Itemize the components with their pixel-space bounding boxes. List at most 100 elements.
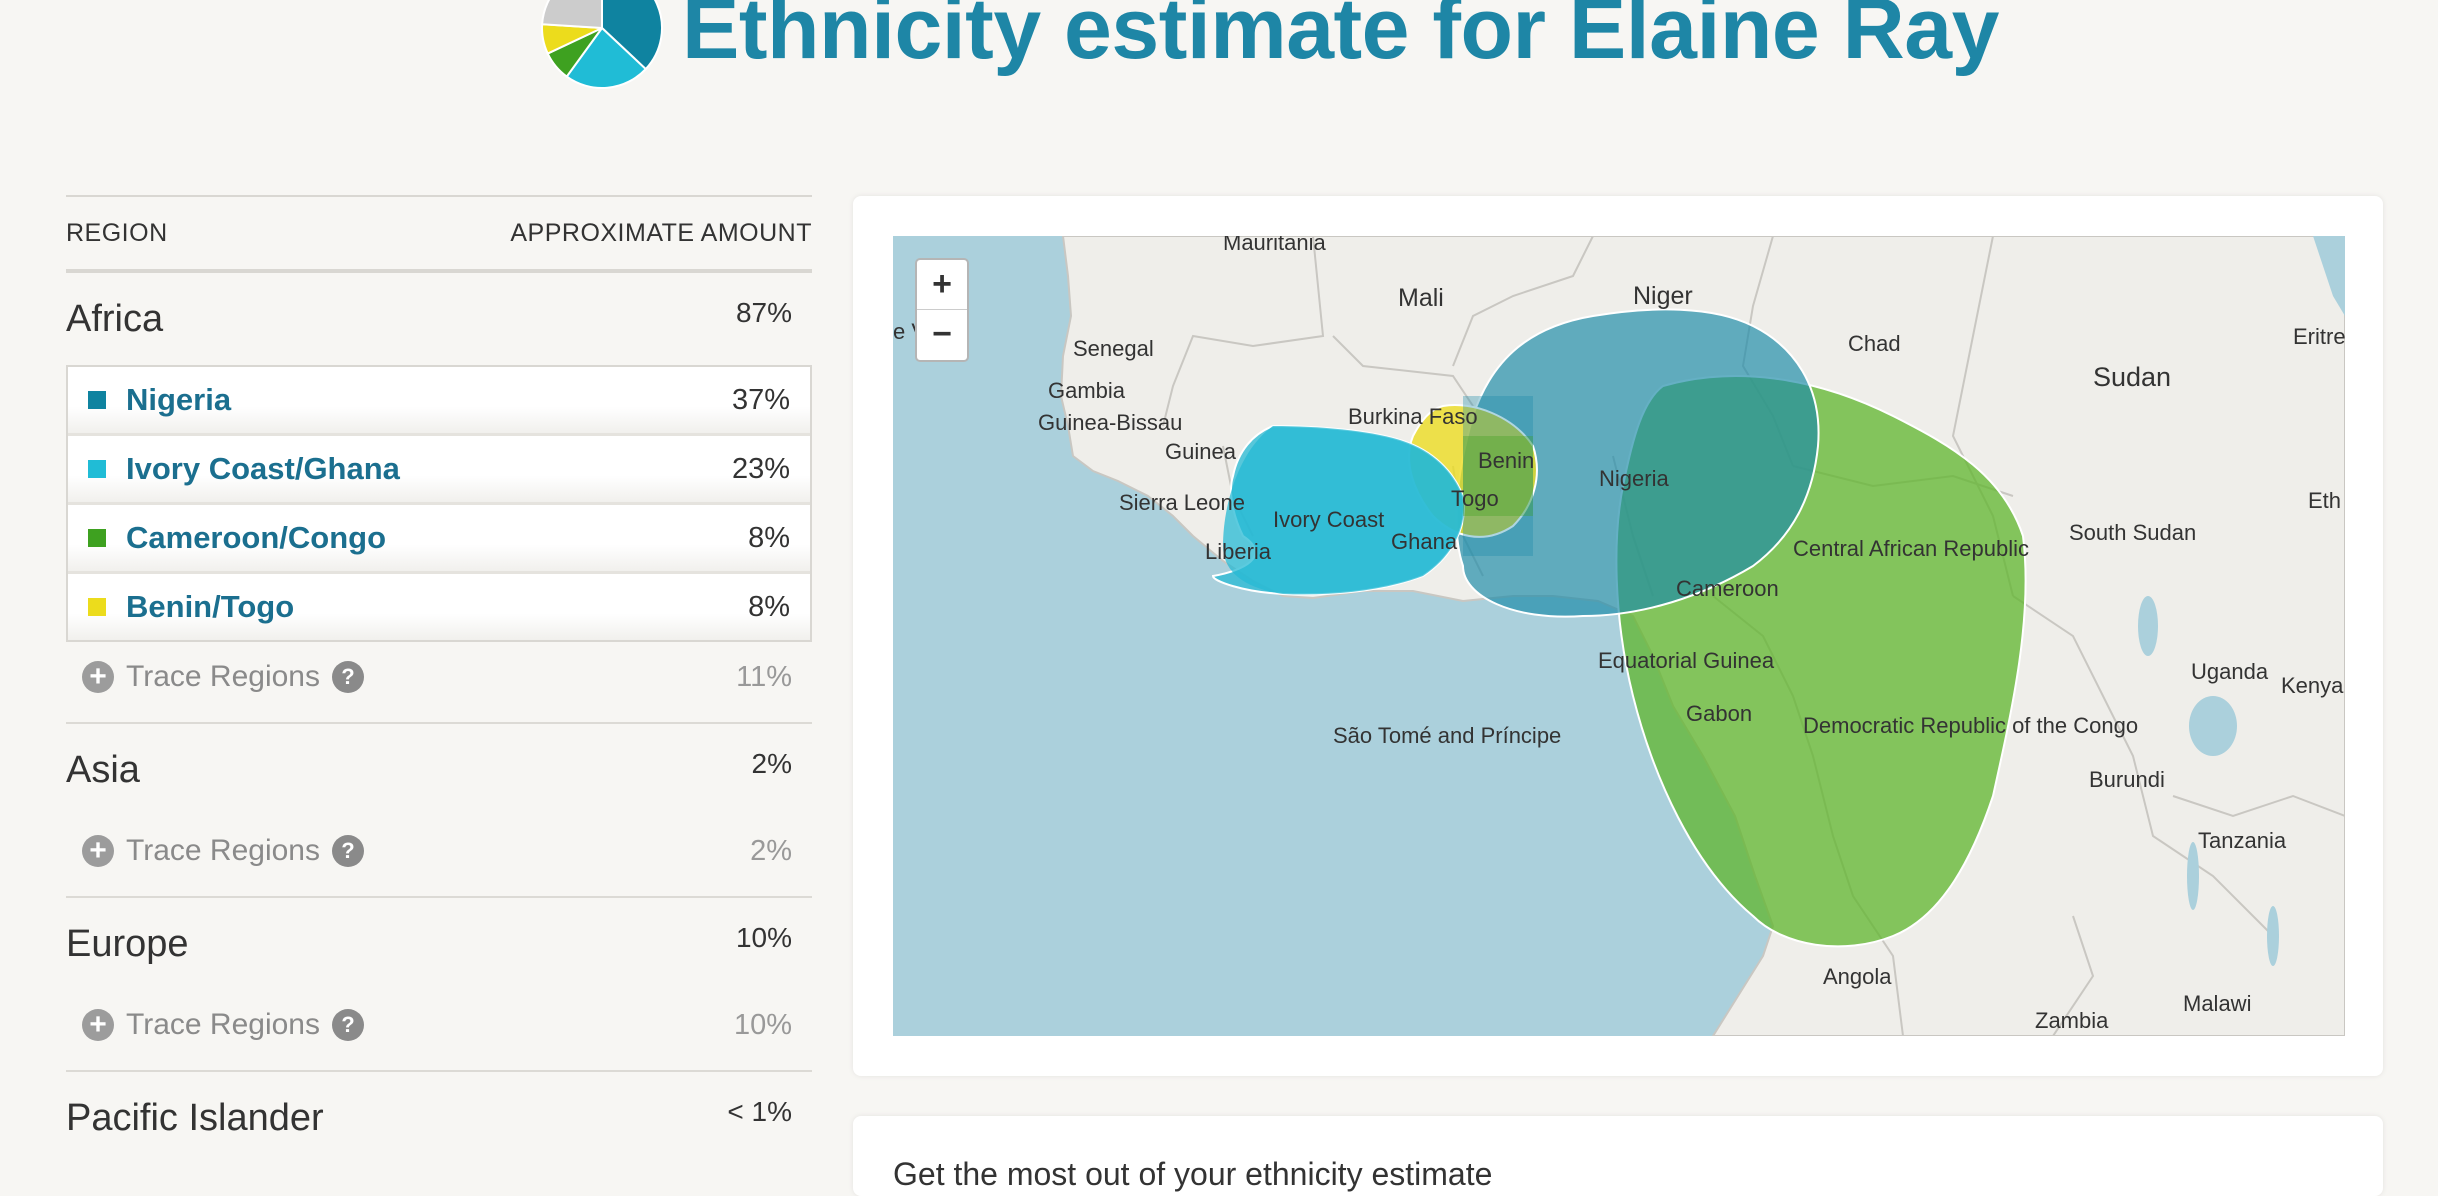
- map-label-burkina: Burkina Faso: [1348, 404, 1478, 429]
- zoom-in-button[interactable]: +: [917, 260, 967, 310]
- region-group-europe: Europe 10% + Trace Regions ? 10%: [66, 898, 812, 1072]
- subregion-list: Nigeria 37% Ivory Coast/Ghana 23% Camero…: [66, 365, 812, 642]
- region-group-pacific-islander: Pacific Islander < 1%: [66, 1072, 812, 1174]
- map-label-liberia: Liberia: [1205, 539, 1272, 564]
- subregion-percent: 23%: [731, 452, 790, 485]
- trace-percent: 2%: [750, 834, 792, 867]
- expand-plus-icon[interactable]: +: [82, 1009, 114, 1041]
- map-label-guinea: Guinea: [1165, 439, 1237, 464]
- next-steps-heading: Get the most out of your ethnicity estim…: [893, 1156, 1493, 1192]
- map-label-sierra-leone: Sierra Leone: [1119, 490, 1245, 515]
- subregion-name[interactable]: Nigeria: [126, 382, 232, 417]
- map-label-gabon: Gabon: [1686, 701, 1752, 726]
- nigeria-swatch-icon: [88, 391, 106, 409]
- map-label-drc: Democratic Republic of the Congo: [1803, 713, 2138, 738]
- ivory-coast-ghana-fill: [1223, 426, 1464, 595]
- zoom-out-button[interactable]: −: [932, 315, 952, 353]
- lake-victoria: [2189, 696, 2237, 756]
- map-label-eritrea: Eritre: [2293, 324, 2345, 349]
- map-label-kenya: Kenya: [2281, 673, 2344, 698]
- region-name: Asia: [66, 748, 140, 791]
- region-percent: 2%: [751, 748, 792, 779]
- map-label-mauritania: Mauritania: [1223, 236, 1326, 255]
- expand-plus-icon[interactable]: +: [82, 661, 114, 693]
- map-label-benin: Benin: [1478, 448, 1534, 473]
- map-label-gambia: Gambia: [1048, 378, 1126, 403]
- subregion-row-benin-togo[interactable]: Benin/Togo 8%: [68, 574, 810, 640]
- region-header[interactable]: Africa 87%: [66, 273, 812, 365]
- ethnicity-map[interactable]: Mauritania Mali Niger Chad Sudan Eritre …: [893, 236, 2345, 1036]
- map-label-angola: Angola: [1823, 964, 1892, 989]
- map-label-burundi: Burundi: [2089, 767, 2165, 792]
- overlap-benin-nigeria: [1463, 396, 1533, 556]
- map-label-senegal: Senegal: [1073, 336, 1154, 361]
- subregion-row-cameroon-congo[interactable]: Cameroon/Congo 8%: [68, 505, 810, 574]
- map-label-togo: Togo: [1451, 486, 1499, 511]
- map-label-mali: Mali: [1398, 284, 1444, 312]
- subregion-row-nigeria[interactable]: Nigeria 37%: [68, 367, 810, 436]
- map-label-chad: Chad: [1848, 331, 1901, 356]
- lake-albert: [2138, 596, 2158, 656]
- region-header[interactable]: Pacific Islander < 1%: [66, 1072, 812, 1164]
- lake-tanganyika: [2187, 842, 2199, 910]
- page-title: Ethnicity estimate for Elaine Ray: [682, 0, 1999, 77]
- map-label-car: Central African Republic: [1793, 536, 2029, 561]
- pie-slice-ivory-coast-ghana: [565, 26, 648, 89]
- region-header[interactable]: Asia 2%: [66, 724, 812, 816]
- trace-percent: 10%: [733, 1008, 792, 1041]
- map-card: Mauritania Mali Niger Chad Sudan Eritre …: [853, 196, 2383, 1076]
- trace-regions-row[interactable]: + Trace Regions ? 11%: [66, 642, 812, 712]
- map-label-ghana: Ghana: [1391, 529, 1458, 554]
- region-name: Europe: [66, 922, 189, 965]
- region-header[interactable]: Europe 10%: [66, 898, 812, 990]
- trace-regions-label[interactable]: Trace Regions: [126, 660, 320, 693]
- table-header: REGION APPROXIMATE AMOUNT: [66, 195, 812, 273]
- map-label-equatorial-guinea: Equatorial Guinea: [1598, 648, 1775, 673]
- column-region: REGION: [66, 218, 168, 247]
- region-name: Pacific Islander: [66, 1096, 324, 1139]
- region-name: Africa: [66, 297, 164, 340]
- red-sea: [2313, 236, 2345, 316]
- trace-percent: 11%: [736, 660, 792, 693]
- zoom-control: + −: [915, 258, 969, 362]
- help-question-icon[interactable]: ?: [331, 835, 364, 867]
- subregion-row-ivory-coast-ghana[interactable]: Ivory Coast/Ghana 23%: [68, 436, 810, 505]
- ivory-coast-ghana-swatch-icon: [88, 460, 106, 478]
- map-label-cameroon: Cameroon: [1676, 576, 1779, 601]
- trace-regions-row[interactable]: + Trace Regions ? 10%: [66, 990, 812, 1060]
- next-steps-card: Get the most out of your ethnicity estim…: [853, 1116, 2383, 1196]
- subregion-percent: 8%: [748, 590, 790, 623]
- region-group-africa: Africa 87% Nigeria 37% Ivory Coast/Ghana…: [66, 273, 812, 724]
- map-label-ivory-coast: Ivory Coast: [1273, 507, 1384, 532]
- map-svg[interactable]: Mauritania Mali Niger Chad Sudan Eritre …: [893, 236, 2345, 1036]
- trace-regions-label[interactable]: Trace Regions: [126, 834, 320, 867]
- overlap-green: [1463, 436, 1533, 516]
- page-header: Ethnicity estimate for Elaine Ray: [0, 0, 2438, 100]
- help-question-icon[interactable]: ?: [331, 1009, 364, 1041]
- subregion-name[interactable]: Benin/Togo: [126, 589, 295, 624]
- map-label-sao-tome: São Tomé and Príncipe: [1333, 723, 1561, 748]
- ethnicity-pie-icon: [541, 0, 663, 89]
- help-question-icon[interactable]: ?: [331, 661, 364, 693]
- map-label-sudan: Sudan: [2093, 362, 2171, 392]
- map-label-zambia: Zambia: [2035, 1008, 2109, 1033]
- subregion-percent: 37%: [731, 383, 790, 416]
- region-percent: 10%: [735, 922, 792, 953]
- map-label-tanzania: Tanzania: [2198, 828, 2287, 853]
- subregion-percent: 8%: [748, 521, 790, 554]
- expand-plus-icon[interactable]: +: [82, 835, 114, 867]
- region-group-asia: Asia 2% + Trace Regions ? 2%: [66, 724, 812, 898]
- column-amount: APPROXIMATE AMOUNT: [510, 218, 812, 247]
- pie-slice-nigeria: [601, 0, 663, 71]
- map-label-south-sudan: South Sudan: [2069, 520, 2196, 545]
- subregion-name[interactable]: Ivory Coast/Ghana: [126, 451, 400, 486]
- cameroon-congo-swatch-icon: [88, 529, 106, 547]
- trace-regions-row[interactable]: + Trace Regions ? 2%: [66, 816, 812, 886]
- subregion-name[interactable]: Cameroon/Congo: [126, 520, 387, 555]
- trace-regions-label[interactable]: Trace Regions: [126, 1008, 320, 1041]
- region-percent: < 1%: [727, 1096, 792, 1127]
- region-percent: 87%: [735, 297, 792, 328]
- ethnicity-table: REGION APPROXIMATE AMOUNT Africa 87% Nig…: [66, 195, 812, 1174]
- map-label-uganda: Uganda: [2191, 659, 2269, 684]
- pie-slice-other: [541, 0, 603, 30]
